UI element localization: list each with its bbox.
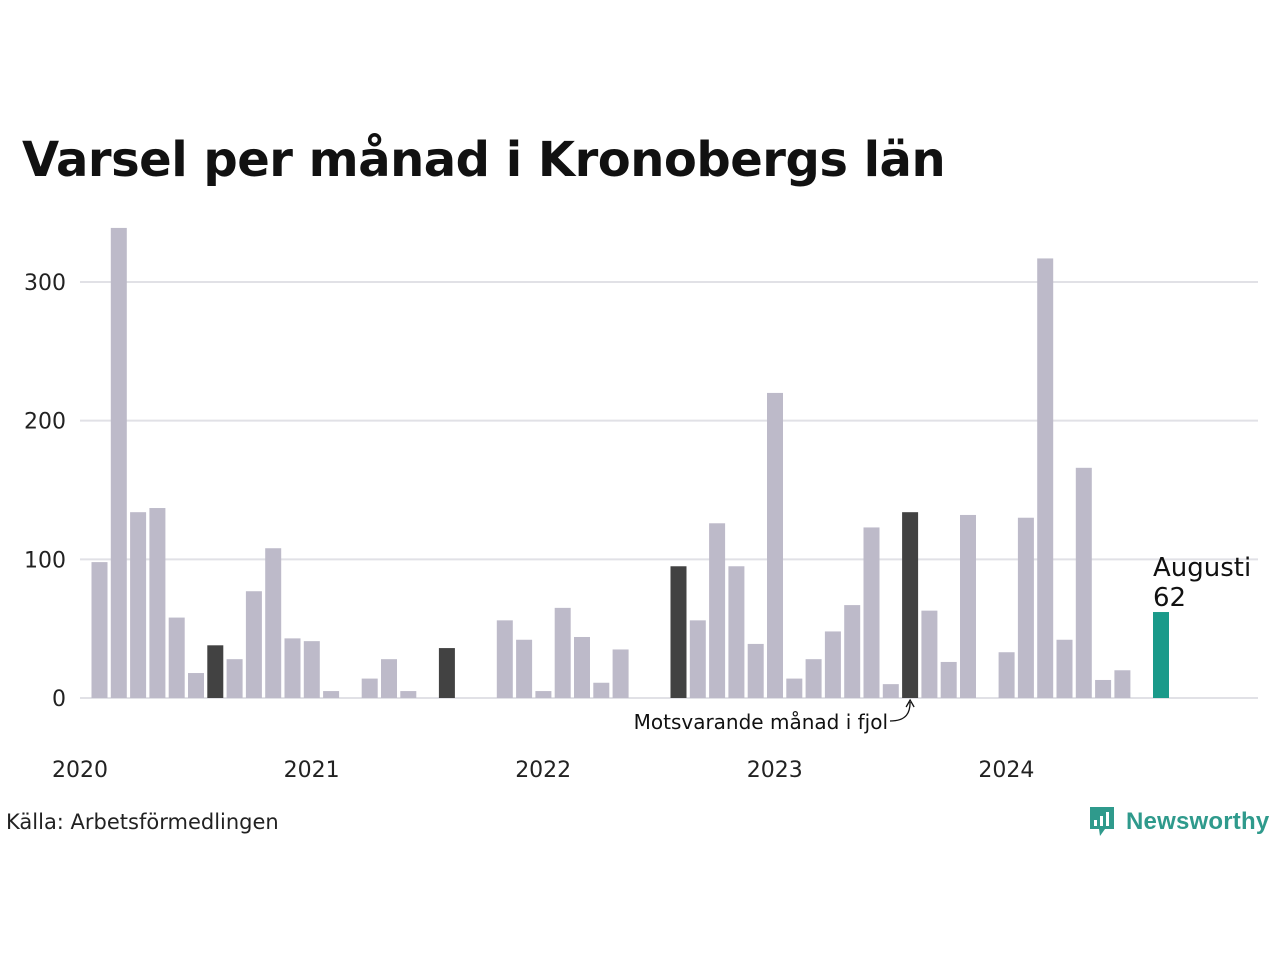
bar (709, 523, 726, 698)
bar (284, 638, 301, 698)
bar (400, 691, 417, 698)
bar (1095, 679, 1112, 698)
bar (902, 512, 919, 698)
bar (940, 661, 957, 698)
bar (1017, 517, 1034, 698)
current-month-label: Augusti (1153, 553, 1251, 583)
x-tick-label: 2024 (978, 758, 1034, 783)
bar (168, 617, 185, 698)
y-tick-label: 0 (52, 687, 66, 712)
x-tick-label: 2023 (747, 758, 803, 783)
bar (110, 227, 127, 699)
x-tick-label: 2021 (284, 758, 340, 783)
source-note: Källa: Arbetsförmedlingen (6, 810, 279, 834)
bar (960, 514, 976, 698)
bar (207, 645, 224, 698)
bar (245, 591, 262, 698)
x-tick-label: 2020 (52, 758, 108, 783)
bar (670, 566, 687, 698)
bar (1056, 639, 1073, 698)
bar (1114, 670, 1131, 698)
newsworthy-logo-icon (1090, 807, 1114, 836)
bar (689, 620, 706, 698)
brand-logo: Newsworthy (1088, 804, 1269, 840)
bar (361, 678, 378, 698)
bar (1037, 258, 1054, 698)
x-axis-ticks: 2020 2021 2022 2023 2024 (52, 758, 1034, 783)
bar (516, 639, 533, 698)
bar (381, 659, 397, 698)
chart-title: Varsel per månad i Kronobergs län (22, 132, 946, 188)
bar (438, 648, 455, 698)
bar (844, 605, 861, 698)
annotation-arrowhead (905, 698, 915, 708)
bar (535, 691, 552, 698)
y-tick-label: 200 (24, 410, 66, 435)
bar (921, 610, 938, 698)
bar (786, 678, 803, 698)
bar (1075, 467, 1092, 698)
bar (91, 562, 108, 698)
bar (265, 548, 282, 698)
bar (863, 527, 880, 698)
brand-name: Newsworthy (1126, 808, 1270, 835)
same-month-annotation: Motsvarande månad i fjol (634, 710, 888, 734)
bar (149, 508, 166, 698)
bar (612, 649, 629, 698)
bar (767, 392, 783, 698)
bar (554, 607, 571, 698)
bar (1153, 612, 1169, 698)
bar (593, 682, 610, 698)
bar (188, 673, 204, 698)
bar (747, 643, 764, 698)
bar (130, 512, 147, 698)
bar (303, 641, 320, 698)
y-tick-label: 300 (24, 271, 66, 296)
bar (882, 684, 899, 698)
bar (824, 631, 841, 698)
x-tick-label: 2022 (515, 758, 571, 783)
bar (226, 659, 243, 698)
bar (323, 691, 340, 698)
current-value-label: 62 (1153, 583, 1186, 613)
bar (728, 566, 745, 698)
bar (496, 620, 513, 698)
bar (998, 652, 1015, 698)
y-tick-label: 100 (24, 548, 66, 573)
y-axis-ticks: 0 100 200 300 (24, 271, 66, 712)
annotation-arrow (889, 701, 911, 722)
bar (574, 636, 590, 698)
bars (91, 227, 1169, 699)
bar (805, 659, 822, 698)
